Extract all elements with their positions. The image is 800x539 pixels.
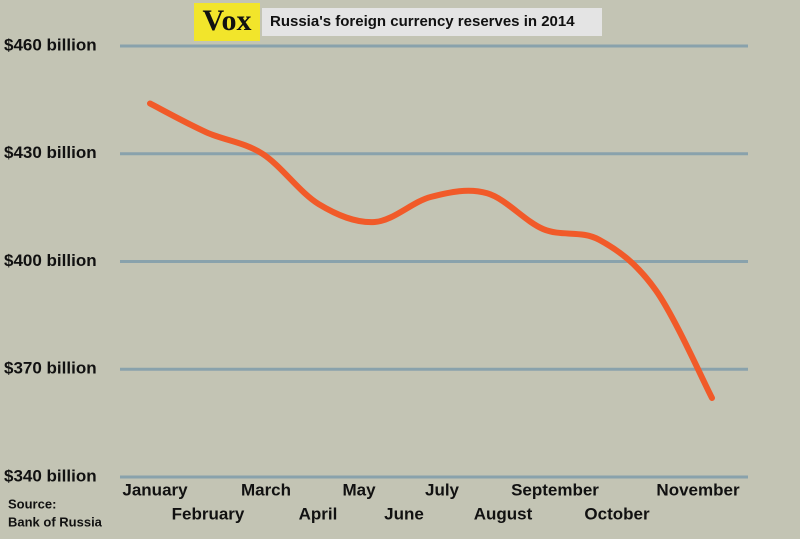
y-tick-label: $460 billion bbox=[4, 35, 97, 54]
title-box bbox=[262, 8, 602, 36]
logo-box bbox=[194, 3, 260, 41]
line bbox=[147, 100, 715, 401]
x-tick-label: February bbox=[172, 504, 245, 523]
y-tick-label: $370 billion bbox=[4, 359, 97, 378]
x-tick-label: October bbox=[584, 504, 650, 523]
y-tick-label: $340 billion bbox=[4, 466, 97, 485]
y-tick-label: $430 billion bbox=[4, 143, 97, 162]
x-tick-label: January bbox=[122, 480, 188, 499]
chart-title: Russia's foreign currency reserves in 20… bbox=[270, 13, 575, 30]
x-tick-label: June bbox=[384, 504, 424, 523]
x-tick-label: May bbox=[342, 480, 376, 499]
y-tick-label: $400 billion bbox=[4, 251, 97, 270]
source: Bank of Russia bbox=[8, 514, 103, 529]
x-tick-label: March bbox=[241, 480, 291, 499]
x-tick-label: April bbox=[299, 504, 338, 523]
x-tick-label: November bbox=[656, 480, 740, 499]
x-tick-label: September bbox=[511, 480, 599, 499]
source: Source: bbox=[8, 496, 56, 511]
logo: Vox bbox=[203, 4, 252, 37]
x-tick-label: August bbox=[474, 504, 533, 523]
x-tick-label: July bbox=[425, 480, 460, 499]
